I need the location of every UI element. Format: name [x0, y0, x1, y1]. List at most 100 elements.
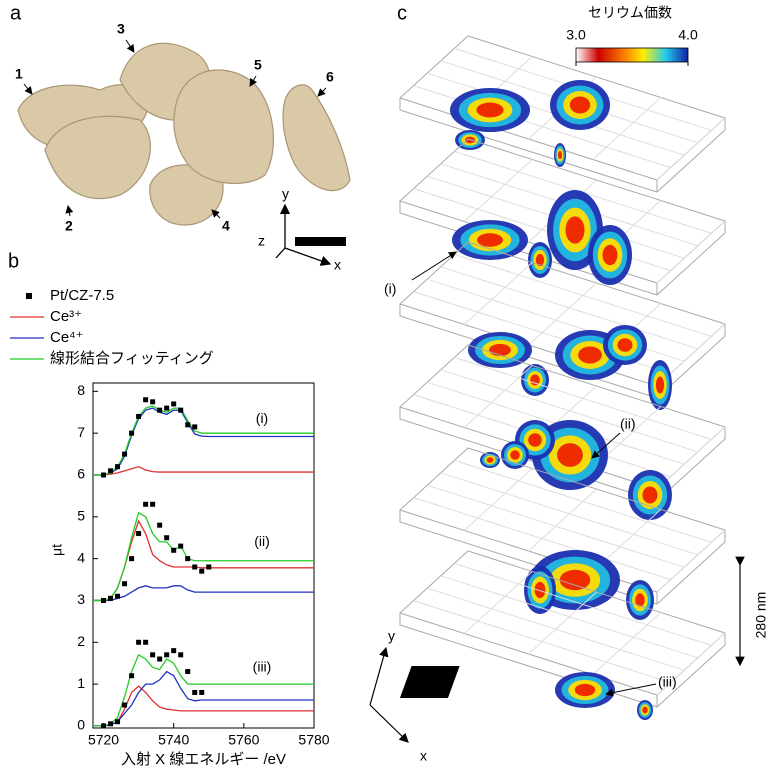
- particle-label: 3: [117, 21, 125, 37]
- curve: [93, 585, 314, 602]
- legend-label: 線形結合フィッティング: [50, 350, 214, 367]
- panel-b: b 5720 5740 5760 5780 0 1 2 3 4 5 6 7 8 入射 X 線エネルギー /…: [8, 250, 330, 768]
- slice-grid: [592, 612, 662, 675]
- slice-grid: [656, 220, 726, 284]
- plot-frame: [92, 382, 315, 729]
- slice-arrow: [605, 683, 657, 697]
- particle-label: 2: [65, 218, 73, 234]
- data-point: [136, 531, 142, 537]
- axis-letter: z: [258, 233, 265, 249]
- y-axis-label: μt: [49, 544, 65, 556]
- y-tick-label: 4: [77, 549, 85, 565]
- x-tick-label: 5720: [88, 732, 119, 748]
- slice-grid: [463, 159, 533, 222]
- y-tick-label: 0: [77, 717, 85, 733]
- slice: [399, 344, 726, 520]
- data-point: [185, 422, 191, 428]
- slice-grid: [656, 632, 726, 696]
- data-point: [122, 702, 128, 708]
- particle-label: 4: [222, 218, 230, 234]
- slice-grid: [463, 571, 533, 634]
- slice-label: (iii): [658, 674, 677, 690]
- grain: [534, 581, 546, 599]
- slice-grid: [427, 587, 685, 671]
- data-point: [143, 397, 149, 403]
- y-tick-label: 5: [77, 508, 85, 524]
- x-tick-label: 5780: [298, 732, 329, 748]
- grain: [557, 443, 583, 467]
- slice-grid: [440, 266, 698, 350]
- slice-grid: [656, 426, 726, 490]
- scale-label: 280 nm: [753, 592, 769, 639]
- slice-grid: [463, 262, 533, 325]
- grain: [569, 96, 591, 114]
- particle-label: 6: [326, 69, 334, 85]
- slice-grid: [454, 253, 712, 337]
- data-point: [157, 407, 163, 413]
- curve: [93, 511, 314, 602]
- grain: [528, 433, 542, 447]
- panel-a: a 1 2 3 4 5 6 y z x: [10, 2, 351, 273]
- data-point: [129, 673, 135, 679]
- axis-triad: [275, 203, 332, 266]
- legend-label: Ce³⁺: [50, 308, 82, 325]
- grain: [510, 450, 520, 460]
- data-point: [178, 652, 184, 658]
- data-point: [150, 399, 156, 405]
- y-tick-label: 1: [77, 675, 85, 691]
- data-point: [108, 468, 114, 474]
- curve: [93, 653, 314, 727]
- data-point: [115, 719, 121, 725]
- y-tick-label: 7: [77, 424, 85, 440]
- curve: [93, 407, 314, 476]
- colorbar: [575, 47, 689, 63]
- grain: [655, 376, 665, 394]
- curve: [93, 465, 314, 476]
- slice-grid: [463, 365, 533, 428]
- data-point: [157, 656, 163, 662]
- data-point: [129, 556, 135, 562]
- grain: [535, 253, 545, 267]
- axis-triad: [369, 646, 409, 743]
- data-point: [192, 689, 198, 695]
- x-axis-label: 入射 X 線エネルギー /eV: [121, 751, 286, 768]
- data-point: [101, 472, 107, 478]
- data-point: [101, 597, 107, 603]
- x-tick-label: 5740: [158, 732, 189, 748]
- slice-grid: [528, 488, 597, 552]
- slice-label: (i): [384, 281, 396, 297]
- data-point: [143, 501, 149, 507]
- grain: [602, 244, 618, 266]
- slice-grid: [427, 484, 685, 568]
- data-point: [178, 543, 184, 549]
- x-tick-label: 5760: [228, 732, 259, 748]
- grain: [557, 150, 563, 160]
- grain: [642, 486, 658, 504]
- scale-square: [399, 666, 460, 698]
- data-point: [122, 451, 128, 457]
- slice-grid: [454, 562, 712, 646]
- grain: [578, 346, 602, 364]
- slice-grid: [454, 459, 712, 543]
- group-label: (i): [256, 410, 268, 426]
- data-point: [185, 669, 191, 675]
- data-point: [150, 652, 156, 658]
- grain: [642, 706, 648, 714]
- particle-arrows: [23, 39, 327, 219]
- slice-grid: [656, 117, 726, 181]
- slice-grid: [440, 369, 698, 453]
- data-point: [199, 568, 205, 574]
- colorbar-title: セリウム価数: [588, 5, 672, 21]
- data-point: [150, 501, 156, 507]
- grain: [617, 338, 633, 352]
- grain: [559, 569, 591, 591]
- slice-grid: [528, 591, 597, 655]
- group-label: (iii): [253, 659, 272, 675]
- slice-grid: [528, 282, 597, 346]
- data-point: [108, 721, 114, 727]
- data-point: [164, 405, 170, 411]
- data-point: [115, 593, 121, 599]
- axis-letter: y: [282, 186, 289, 202]
- slice-grid: [463, 468, 533, 531]
- grain: [635, 593, 645, 607]
